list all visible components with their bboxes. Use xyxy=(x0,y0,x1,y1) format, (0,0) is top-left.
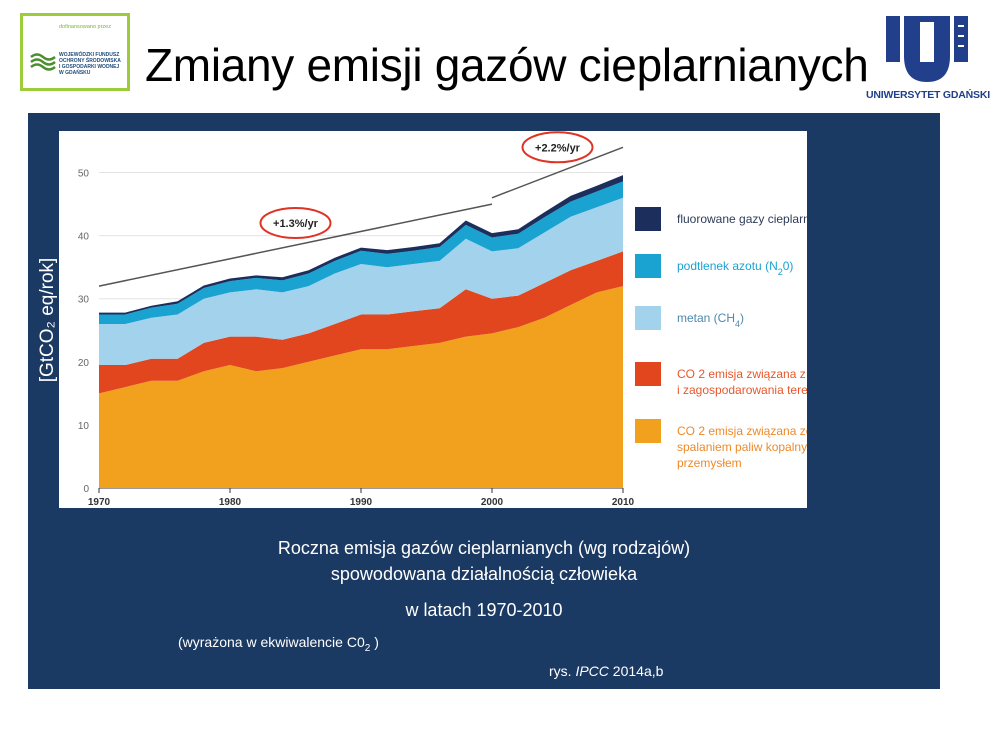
legend-swatch-4 xyxy=(635,419,661,443)
legend-label-2: metan (CH4) xyxy=(677,311,744,329)
y-tick-label-10: 10 xyxy=(78,421,90,432)
area-series-0 xyxy=(99,286,623,488)
unit-note-prefix: (wyrażona w ekwiwalencie C0 xyxy=(178,634,365,650)
legend-label-4: CO 2 emisja związana ze xyxy=(677,424,807,438)
unit-note-suffix: ) xyxy=(370,634,379,650)
legend-label-sub-1: 2 xyxy=(778,267,783,277)
wave-leaf-icon xyxy=(30,53,56,71)
logo-left-text: WOJEWÓDZKI FUNDUSZ OCHRONY ŚRODOWISKA I … xyxy=(59,52,121,76)
legend-label-sub-2: 4 xyxy=(735,319,740,329)
legend-label-text-4: CO 2 emisja związana ze xyxy=(677,424,807,438)
source-italic: IPCC xyxy=(575,663,609,679)
slide-title: Zmiany emisji gazów cieplarnianych xyxy=(145,39,869,91)
legend-label-text-1: podtlenek azotu (N xyxy=(677,259,778,273)
emissions-chart-svg: 0 10 20 30 40 50 1970 1980 1990 2000 2010 +1.3%/yr +… xyxy=(78,131,868,508)
legend-label-line3-4: przemysłem xyxy=(677,456,742,470)
legend-label-after-2: ) xyxy=(740,311,744,325)
legend-label-line2-3: i zagospodarowania terenu xyxy=(677,383,807,397)
y-tick-label-0: 0 xyxy=(83,484,89,495)
ug-logo-text: UNIWERSYTET GDAŃSKI xyxy=(866,89,990,101)
x-tick-label-1980: 1980 xyxy=(219,497,242,508)
y-tick-label-20: 20 xyxy=(78,358,90,369)
legend-label-text-3: CO 2 emisja związana z leśnictwem xyxy=(677,367,807,381)
legend-swatch-2 xyxy=(635,306,661,330)
figure-source: rys. IPCC 2014a,b xyxy=(549,663,663,679)
logo-left-small-text: dofinansowano przez xyxy=(59,24,111,30)
unit-note-sub: 2 xyxy=(364,642,371,654)
x-tick-label-1970: 1970 xyxy=(88,497,111,508)
y-axis-label: [GtCO₂ eq/rok] xyxy=(37,257,58,383)
ug-logo: UNIWERSYTET GDAŃSKI xyxy=(866,12,990,104)
x-tick-label-2000: 2000 xyxy=(481,497,504,508)
legend-swatch-0 xyxy=(635,207,661,231)
ug-emblem-icon xyxy=(886,16,968,82)
x-tick-label-2010: 2010 xyxy=(612,497,635,508)
unit-note: (wyrażona w ekwiwalencie C02 ) xyxy=(178,634,379,654)
source-suffix: 2014a,b xyxy=(608,663,664,679)
legend-label-text-0: fluorowane gazy cieplarniane xyxy=(677,212,807,226)
legend-swatch-1 xyxy=(635,254,661,278)
area-series-2 xyxy=(99,197,623,365)
trend-line-0 xyxy=(98,203,493,287)
legend-swatch-3 xyxy=(635,362,661,386)
y-tick-label-30: 30 xyxy=(78,295,90,306)
area-series-1 xyxy=(99,251,623,394)
legend-label-line2-4: spalaniem paliw kopalnych i xyxy=(677,440,807,454)
annotation-ring-0 xyxy=(259,207,332,240)
legend-label-3: CO 2 emisja związana z leśnictwem xyxy=(677,367,807,381)
legend-label-text-2: metan (CH xyxy=(677,311,735,325)
trend-line-1 xyxy=(491,146,624,199)
y-tick-label-40: 40 xyxy=(78,232,90,243)
annotation-ring-1 xyxy=(521,131,594,164)
area-series-4 xyxy=(99,175,623,315)
legend-label-after-1: 0) xyxy=(783,259,794,273)
source-prefix: rys. xyxy=(549,663,576,679)
annotation-label-0: +1.3%/yr xyxy=(273,218,319,230)
caption-line-2: spowodowana działalnością człowieka xyxy=(330,564,638,584)
caption-line-1: Roczna emisja gazów cieplarnianych (wg r… xyxy=(277,538,691,558)
x-tick-label-1990: 1990 xyxy=(350,497,373,508)
legend-label-1: podtlenek azotu (N20) xyxy=(677,259,793,277)
wfosigw-logo: dofinansowano przez WOJEWÓDZKI FUNDUSZ O… xyxy=(20,13,130,91)
y-tick-label-50: 50 xyxy=(78,169,90,180)
annotation-label-1: +2.2%/yr xyxy=(535,142,581,154)
legend-label-0: fluorowane gazy cieplarniane xyxy=(677,212,807,226)
emissions-chart: 0 10 20 30 40 50 1970 1980 1990 2000 2010 +1.3%/yr +… xyxy=(59,131,868,508)
area-series-3 xyxy=(99,181,623,324)
caption-line-3: w latach 1970-2010 xyxy=(405,600,563,620)
